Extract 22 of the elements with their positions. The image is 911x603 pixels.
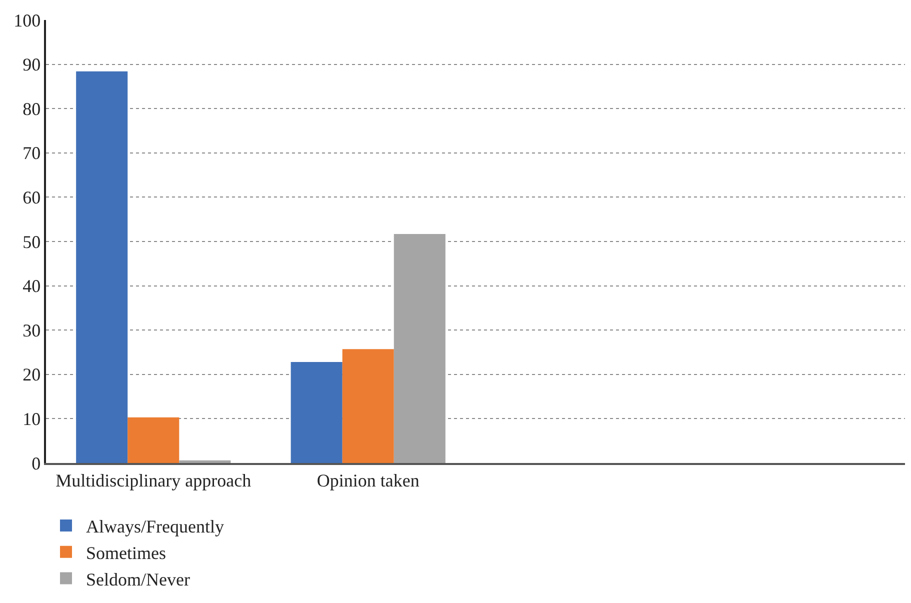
y-tick-label: 20 [22,364,41,385]
y-tick-label: 100 [14,10,41,30]
bar [394,234,446,463]
bar [128,417,180,463]
bar [342,349,394,463]
x-tick-label: Multidisciplinary approach [56,470,252,491]
legend-label: Seldom/Never [86,569,190,590]
bar [290,362,342,463]
x-tick-label: Opinion taken [316,470,420,491]
y-tick-label: 90 [22,54,41,75]
y-tick-label: 80 [22,98,41,119]
bar [179,460,231,463]
bar [76,71,128,463]
legend-label: Always/Frequently [86,516,224,537]
y-tick-label: 70 [22,143,41,164]
y-tick-label: 50 [22,232,41,252]
legend-label: Sometimes [86,542,166,563]
y-tick-label: 40 [22,276,41,296]
y-tick-label: 0 [32,453,41,474]
y-tick-label: 30 [22,320,41,340]
y-tick-label: 10 [22,409,41,429]
y-tick-label: 60 [22,188,41,208]
